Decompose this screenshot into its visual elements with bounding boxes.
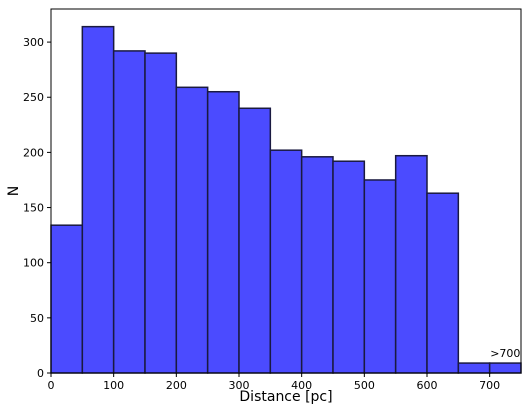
x-axis-label: Distance [pc] <box>239 389 332 405</box>
x-tick-label: 300 <box>229 379 250 392</box>
bar <box>50 224 84 374</box>
y-tick-label: 200 <box>23 146 44 159</box>
y-tick-label: 50 <box>30 312 44 325</box>
x-tick-label: 500 <box>354 379 375 392</box>
x-tick-label: 100 <box>103 379 124 392</box>
bar <box>332 160 366 374</box>
bar <box>394 154 428 374</box>
bar <box>175 86 209 374</box>
y-tick-label: 300 <box>23 36 44 49</box>
y-tick-label: 100 <box>23 257 44 270</box>
y-tick-label: 150 <box>23 202 44 215</box>
x-tick-label: 600 <box>417 379 438 392</box>
bar <box>488 362 522 374</box>
x-tick-label: 0 <box>48 379 55 392</box>
y-tick-label: 250 <box>23 91 44 104</box>
plot-frame <box>50 8 522 374</box>
annotation: >700 <box>490 347 520 360</box>
bar <box>144 52 178 374</box>
x-tick-label: 200 <box>166 379 187 392</box>
bar <box>112 50 146 374</box>
bar <box>426 192 460 374</box>
bar <box>206 90 240 374</box>
bar <box>300 156 334 374</box>
y-axis-label: N <box>6 186 22 196</box>
y-tick-label: 0 <box>37 367 44 380</box>
bar <box>238 107 272 374</box>
bar <box>457 362 491 374</box>
x-tick-label: 700 <box>479 379 500 392</box>
x-tick-label: 400 <box>291 379 312 392</box>
bar <box>81 25 115 374</box>
bar <box>269 149 303 374</box>
bar <box>363 179 397 374</box>
